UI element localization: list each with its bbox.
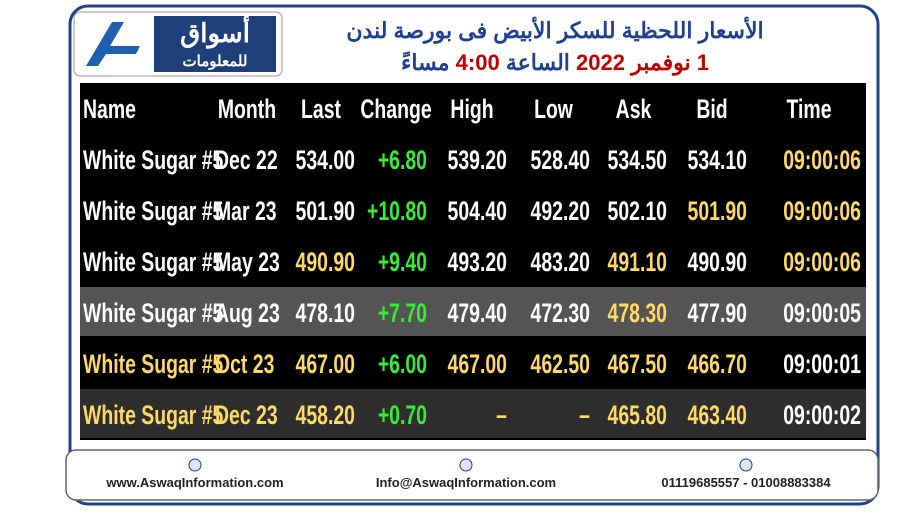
column-header: Change [360, 94, 431, 124]
title: الأسعار اللحظية للسكر الأبيض فى بورصة لن… [346, 16, 763, 44]
column-header: Last [301, 94, 341, 124]
cell: +7.70 [378, 298, 427, 328]
cell: – [496, 400, 507, 430]
cell: 502.10 [608, 196, 667, 226]
column-header: Bid [696, 94, 727, 124]
cell: 472.30 [531, 298, 590, 328]
cell: 09:00:06 [783, 145, 861, 175]
cell: +10.80 [367, 196, 427, 226]
phones: 01119685557 - 01008883384 [661, 475, 831, 490]
cell: 492.20 [531, 196, 590, 226]
cell: 490.90 [296, 247, 355, 277]
cell: 09:00:02 [783, 400, 861, 430]
cell: 501.90 [688, 196, 747, 226]
subtitle-part: 1 نوفمبر 2022 [576, 50, 709, 76]
cell: – [579, 400, 590, 430]
cell: 491.10 [608, 247, 667, 277]
cell: 504.40 [448, 196, 507, 226]
cell: 490.90 [688, 247, 747, 277]
cell: May 23 [215, 247, 280, 277]
cell: 09:00:06 [783, 247, 861, 277]
cell: +6.80 [378, 145, 427, 175]
cell: White Sugar #5 [83, 196, 223, 226]
subtitle: 1 نوفمبر 2022 الساعة 4:00 مساءً [401, 50, 709, 76]
cell: 458.20 [296, 400, 355, 430]
logo-title: أسواق [180, 15, 250, 49]
column-header: Time [786, 94, 831, 124]
footer-box [65, 449, 879, 501]
cell: 478.30 [608, 298, 667, 328]
email: Info@AswaqInformation.com [376, 475, 556, 490]
cell: White Sugar #5 [83, 247, 223, 277]
cell: 463.40 [688, 400, 747, 430]
cell: White Sugar #5 [83, 298, 223, 328]
cell: 09:00:01 [783, 349, 861, 379]
cell: 493.20 [448, 247, 507, 277]
cell: 467.00 [448, 349, 507, 379]
cell: White Sugar #5 [83, 349, 223, 379]
row-bg [80, 287, 866, 336]
cell: +9.40 [378, 247, 427, 277]
cell: 479.40 [448, 298, 507, 328]
subtitle-part: 4:00 [456, 50, 500, 75]
cell: 477.90 [688, 298, 747, 328]
cell: Aug 23 [215, 298, 280, 328]
column-header: Month [218, 94, 276, 124]
cell: +0.70 [378, 400, 427, 430]
cell: 466.70 [688, 349, 747, 379]
logo-icon [86, 22, 140, 66]
cell: +6.00 [378, 349, 427, 379]
cell: Oct 23 [215, 349, 274, 379]
cell: 09:00:05 [783, 298, 861, 328]
subtitle-part: الساعة [506, 50, 570, 75]
column-header: Ask [616, 94, 652, 124]
cell: 478.10 [296, 298, 355, 328]
row-bg [80, 389, 866, 438]
mail-icon [459, 458, 473, 472]
column-header: Name [83, 94, 136, 124]
subtitle-part: مساءً [401, 50, 449, 75]
web-icon [188, 458, 202, 472]
website: www.AswaqInformation.com [105, 475, 283, 490]
row-bg [80, 236, 866, 285]
cell: 465.80 [608, 400, 667, 430]
cell: 483.20 [531, 247, 590, 277]
cell: 528.40 [531, 145, 590, 175]
cell: Mar 23 [215, 196, 277, 226]
cell: 467.00 [296, 349, 355, 379]
cell: White Sugar #5 [83, 145, 223, 175]
cell: 534.10 [688, 145, 747, 175]
cell: 467.50 [608, 349, 667, 379]
cell: 534.50 [608, 145, 667, 175]
logo-subtitle: للمعلومات [183, 53, 248, 70]
cell: 534.00 [296, 145, 355, 175]
cell: 539.20 [448, 145, 507, 175]
row-bg [80, 338, 866, 387]
row-bg [80, 185, 866, 234]
row-bg [80, 134, 866, 183]
cell: 462.50 [531, 349, 590, 379]
table: Name Month Last Change High Low Ask Bid Time Whit… [80, 94, 866, 438]
column-header: Low [534, 94, 573, 124]
cell: White Sugar #5 [83, 400, 223, 430]
cell: Dec 22 [215, 145, 278, 175]
cell: 501.90 [296, 196, 355, 226]
logo-panel [154, 16, 276, 72]
column-header: High [450, 94, 493, 124]
cell: Dec 23 [215, 400, 278, 430]
phone-icon [739, 458, 753, 472]
cell: 09:00:06 [783, 196, 861, 226]
